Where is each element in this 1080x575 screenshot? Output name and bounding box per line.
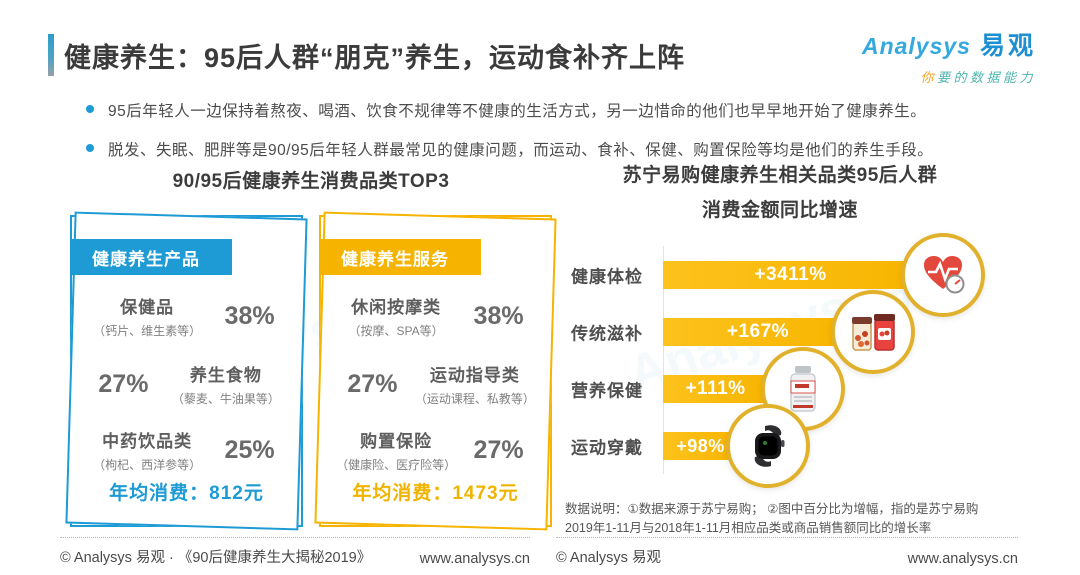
bullet-dot-icon	[86, 144, 94, 152]
item-name: 购置保险	[360, 432, 433, 451]
card-badge: 健康养生产品	[70, 239, 232, 275]
item-name: 运动指导类	[429, 366, 520, 385]
website-link[interactable]: www.analysys.cn	[907, 551, 1018, 567]
logo-brand-cn: 易观	[979, 32, 1036, 60]
item-name: 养生食物	[189, 366, 262, 385]
chart-row: 运动穿戴 +98%	[555, 404, 1035, 488]
bar-value-label: +3411%	[754, 264, 827, 285]
key-points: 95后年轻人一边保持着熬夜、喝酒、饮食不规律等不健康的生活方式，另一边惜命的他们…	[86, 99, 986, 177]
item-percent: 38%	[224, 301, 275, 330]
category-label: 健康体检	[571, 267, 643, 287]
item-percent: 27%	[98, 369, 149, 398]
item-percent: 27%	[473, 435, 524, 464]
item-sub: （健康险、医疗险等）	[336, 458, 457, 472]
annual-spend: 年均消费：1473元	[352, 483, 519, 504]
top3-consumption-section: 90/95后健康养生消费品类TOP3 健康养生产品 保健品 （钙片、维生素等） …	[60, 166, 562, 527]
logo-brand-en: Analysys	[861, 33, 971, 59]
health-products-card: 健康养生产品 保健品 （钙片、维生素等） 38% 27% 养生食物 （藜麦、牛油…	[70, 215, 303, 527]
data-note: 数据说明：①数据来源于苏宁易购； ②图中百分比为增幅，指的是苏宁易购 2019年…	[565, 500, 1035, 539]
bar-value-label: +111%	[685, 378, 746, 399]
item-sub: （按摩、SPA等）	[348, 324, 444, 338]
item-sub: （藜麦、牛油果等）	[171, 392, 280, 406]
bar-value-label: +167%	[726, 321, 790, 342]
card-row: 保健品 （钙片、维生素等） 38%	[72, 293, 301, 339]
item-sub: （运动课程、私教等）	[414, 392, 535, 406]
copyright-text: © Analysys 易观 · 《90后健康养生大揭秘2019》	[60, 550, 372, 566]
website-link[interactable]: www.analysys.cn	[419, 551, 530, 567]
page-title: 健康养生：95后人群“朋克”养生，运动食补齐上阵	[64, 43, 686, 73]
logo-tagline-rest: 要的数据能力	[936, 70, 1036, 85]
chart-title: 苏宁易购健康养生相关品类95后人群 消费金额同比增速	[555, 166, 1005, 220]
data-note-line2: 2019年1-11月与2018年1-11月相应品类或商品销售额同比的增长率	[565, 521, 932, 536]
chart-title-line2: 消费金额同比增速	[701, 200, 858, 221]
footer-left: © Analysys 易观 · 《90后健康养生大揭秘2019》 www.ana…	[60, 537, 530, 567]
analysys-logo: Analysys 易观 你要的数据能力	[862, 26, 1036, 86]
heart-rate-icon	[924, 256, 965, 294]
category-label: 运动穿戴	[571, 438, 643, 458]
chart-axis-line	[663, 246, 664, 474]
smartwatch-icon	[754, 425, 785, 467]
item-name: 休闲按摩类	[351, 298, 442, 317]
chart-row: 健康体检 +3411%	[555, 233, 1035, 317]
annual-spend: 年均消费：812元	[109, 483, 264, 504]
bullet-item: 脱发、失眠、肥胖等是90/95后年轻人群最常见的健康问题，而运动、食补、保健、购…	[86, 138, 986, 160]
bullet-text: 95后年轻人一边保持着熬夜、喝酒、饮食不规律等不健康的生活方式，另一边惜命的他们…	[108, 103, 927, 120]
category-label: 传统滋补	[571, 324, 643, 344]
footer-right: © Analysys 易观 www.analysys.cn	[556, 537, 1018, 567]
yoy-growth-bar-chart: 健康体检 +3411%	[555, 233, 1035, 488]
card-badge: 健康养生服务	[319, 239, 481, 275]
card-row: 27% 运动指导类 （运动课程、私教等）	[321, 361, 550, 407]
chart-row: 传统滋补 +167%	[555, 290, 1035, 374]
logo-tagline: 你要的数据能力	[862, 67, 1036, 86]
bar: +98%	[663, 432, 738, 460]
data-note-line1: 数据说明：①数据来源于苏宁易购； ②图中百分比为增幅，指的是苏宁易购	[565, 502, 979, 516]
bar-value-label: +98%	[676, 435, 725, 456]
bullet-item: 95后年轻人一边保持着熬夜、喝酒、饮食不规律等不健康的生活方式，另一边惜命的他们…	[86, 99, 986, 121]
card-row: 27% 养生食物 （藜麦、牛油果等）	[72, 361, 301, 407]
item-percent: 25%	[224, 435, 275, 464]
tonic-jars-icon	[852, 314, 895, 351]
bar: +3411%	[663, 261, 918, 289]
supplement-bottle-icon	[790, 366, 816, 412]
item-percent: 38%	[473, 301, 524, 330]
left-section-title: 90/95后健康养生消费品类TOP3	[172, 171, 450, 192]
chart-row: 营养保健 +111%	[555, 347, 1035, 431]
bullet-dot-icon	[86, 105, 94, 113]
card-row: 休闲按摩类 （按摩、SPA等） 38%	[321, 293, 550, 339]
item-sub: （枸杞、西洋参等）	[93, 458, 202, 472]
card-row: 中药饮品类 （枸杞、西洋参等） 25%	[72, 427, 301, 473]
chart-icon-badge	[831, 290, 915, 374]
category-label: 营养保健	[571, 381, 643, 401]
health-services-card: 健康养生服务 休闲按摩类 （按摩、SPA等） 38% 27% 运动指导类 （运动…	[319, 215, 552, 527]
item-name: 保健品	[120, 298, 175, 317]
item-name: 中药饮品类	[102, 432, 193, 451]
copyright-text: © Analysys 易观	[556, 550, 661, 566]
bar: +111%	[663, 375, 768, 403]
bar: +167%	[663, 318, 853, 346]
chart-title-line1: 苏宁易购健康养生相关品类95后人群	[622, 165, 938, 186]
bullet-text: 脱发、失眠、肥胖等是90/95后年轻人群最常见的健康问题，而运动、食补、保健、购…	[108, 142, 934, 159]
chart-icon-badge	[901, 233, 985, 317]
logo-tagline-first: 你	[920, 70, 937, 85]
title-accent-bar	[48, 34, 54, 76]
item-percent: 27%	[347, 369, 398, 398]
item-sub: （钙片、维生素等）	[93, 324, 202, 338]
chart-icon-badge	[726, 404, 810, 488]
card-row: 购置保险 （健康险、医疗险等） 27%	[321, 427, 550, 473]
growth-chart-section: 苏宁易购健康养生相关品类95后人群 消费金额同比增速 健康体检 +3411%	[555, 166, 1035, 535]
